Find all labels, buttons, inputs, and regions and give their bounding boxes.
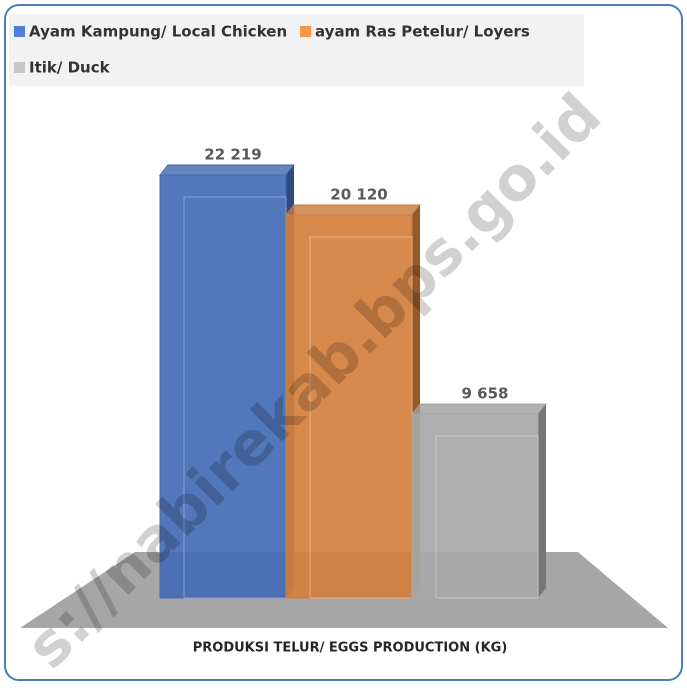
data-label: 22 219 [204, 146, 261, 164]
data-label: 20 120 [330, 185, 387, 203]
legend-swatch [300, 26, 311, 37]
bar [285, 214, 413, 599]
x-tick-label: PRODUKSI TELUR/ EGGS PRODUCTION (KG) [193, 641, 508, 656]
bar-top [410, 403, 548, 415]
legend-label: ayam Ras Petelur/ Loyers [315, 23, 530, 41]
legend-swatch [14, 26, 25, 37]
bars: 22 219 20 120 9 658 [158, 146, 548, 599]
legend-label: Itik/ Duck [29, 59, 111, 77]
legend-box [9, 14, 584, 86]
bar-top [158, 164, 296, 176]
bar-side [538, 404, 546, 598]
legend-swatch [14, 62, 25, 73]
data-label: 9 658 [462, 385, 509, 403]
legend-label: Ayam Kampung/ Local Chicken [29, 23, 287, 41]
bar [411, 413, 539, 599]
bar-back [435, 435, 539, 599]
bar [159, 174, 287, 599]
bar-top [284, 204, 422, 216]
